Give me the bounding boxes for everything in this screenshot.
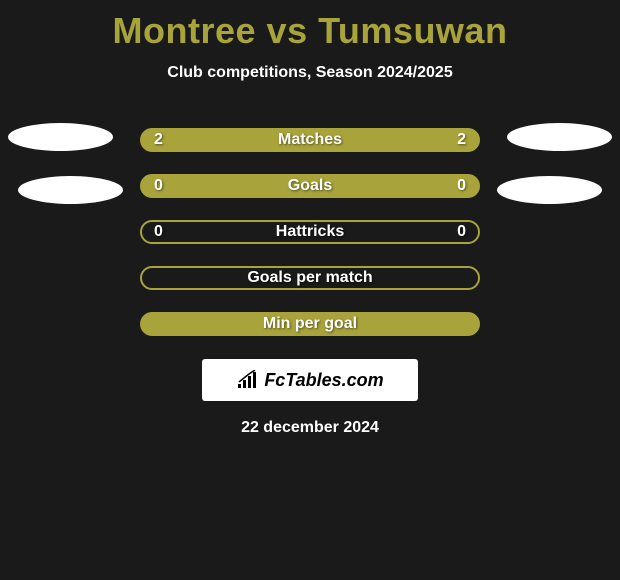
- stat-bar-matches: 2 Matches 2: [140, 128, 480, 152]
- chart-icon: [236, 370, 260, 390]
- stat-row-goals-per-match: Goals per match: [0, 255, 620, 301]
- stat-left-value: 0: [154, 177, 163, 195]
- stat-label: Goals per match: [247, 269, 372, 287]
- stat-bar-goals-per-match: Goals per match: [140, 266, 480, 290]
- stat-label: Matches: [278, 131, 342, 149]
- stat-bar-goals: 0 Goals 0: [140, 174, 480, 198]
- date-text: 22 december 2024: [0, 419, 620, 437]
- stat-row-matches: 2 Matches 2: [0, 117, 620, 163]
- subtitle: Club competitions, Season 2024/2025: [0, 64, 620, 82]
- stat-label: Hattricks: [276, 223, 344, 241]
- stat-right-value: 2: [457, 131, 466, 149]
- stat-label: Min per goal: [263, 315, 357, 333]
- stat-bar-hattricks: 0 Hattricks 0: [140, 220, 480, 244]
- stat-bar-min-per-goal: Min per goal: [140, 312, 480, 336]
- logo-box[interactable]: FcTables.com: [202, 359, 418, 401]
- stat-row-min-per-goal: Min per goal: [0, 301, 620, 347]
- stat-right-value: 0: [457, 223, 466, 241]
- stat-row-goals: 0 Goals 0: [0, 163, 620, 209]
- stat-right-value: 0: [457, 177, 466, 195]
- stat-left-value: 2: [154, 131, 163, 149]
- logo-text: FcTables.com: [264, 370, 383, 391]
- page-title: Montree vs Tumsuwan: [0, 0, 620, 52]
- stats-container: 2 Matches 2 0 Goals 0 0 Hattricks 0 Goal…: [0, 117, 620, 347]
- stat-row-hattricks: 0 Hattricks 0: [0, 209, 620, 255]
- stat-label: Goals: [288, 177, 332, 195]
- stat-left-value: 0: [154, 223, 163, 241]
